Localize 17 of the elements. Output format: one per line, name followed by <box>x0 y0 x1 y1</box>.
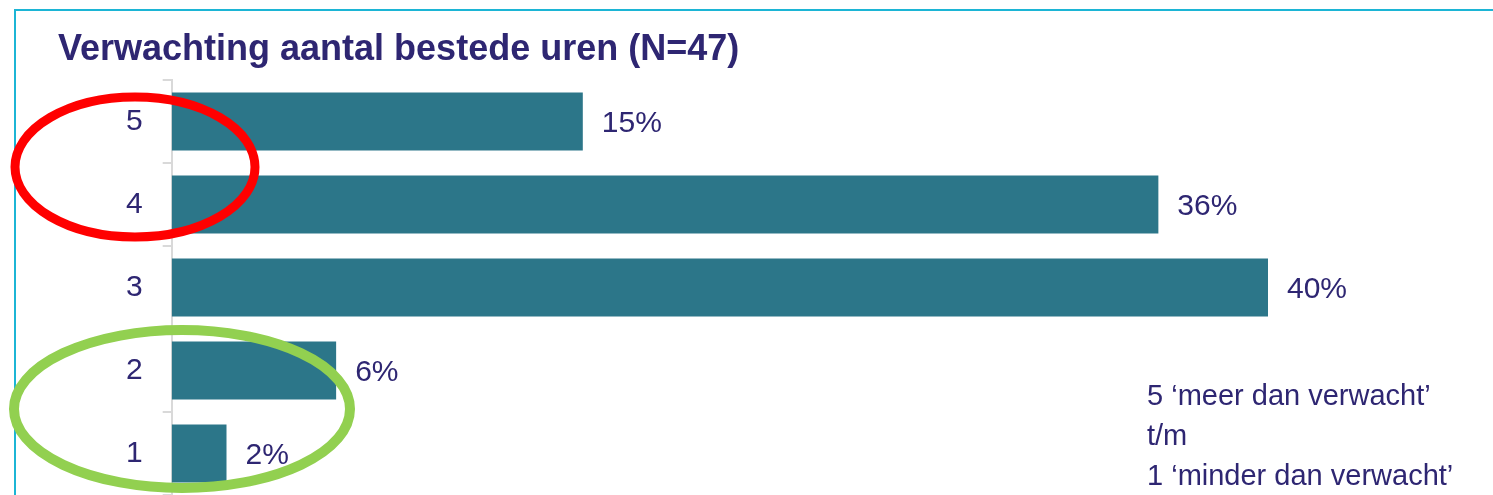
bar <box>171 341 337 400</box>
data-label: 40% <box>1287 270 1348 304</box>
data-label: 15% <box>601 104 662 138</box>
annotation: 5 ‘meer dan verwacht’ <box>1147 378 1432 413</box>
bar <box>171 258 1268 317</box>
y-tick-label: 4 <box>126 185 143 219</box>
y-tick-label: 3 <box>126 268 143 302</box>
data-label: 2% <box>245 436 289 470</box>
data-label: 6% <box>355 353 399 387</box>
data-label: 36% <box>1177 187 1238 221</box>
annotation: t/m <box>1147 418 1189 453</box>
chart-title: Verwachting aantal bestede uren (N=47) <box>58 27 740 68</box>
y-tick-label: 5 <box>126 102 143 136</box>
y-tick-label: 2 <box>126 351 143 385</box>
y-tick-label: 1 <box>126 434 143 468</box>
bar <box>171 424 227 483</box>
annotation: 1 ‘minder dan verwacht’ <box>1147 458 1454 493</box>
